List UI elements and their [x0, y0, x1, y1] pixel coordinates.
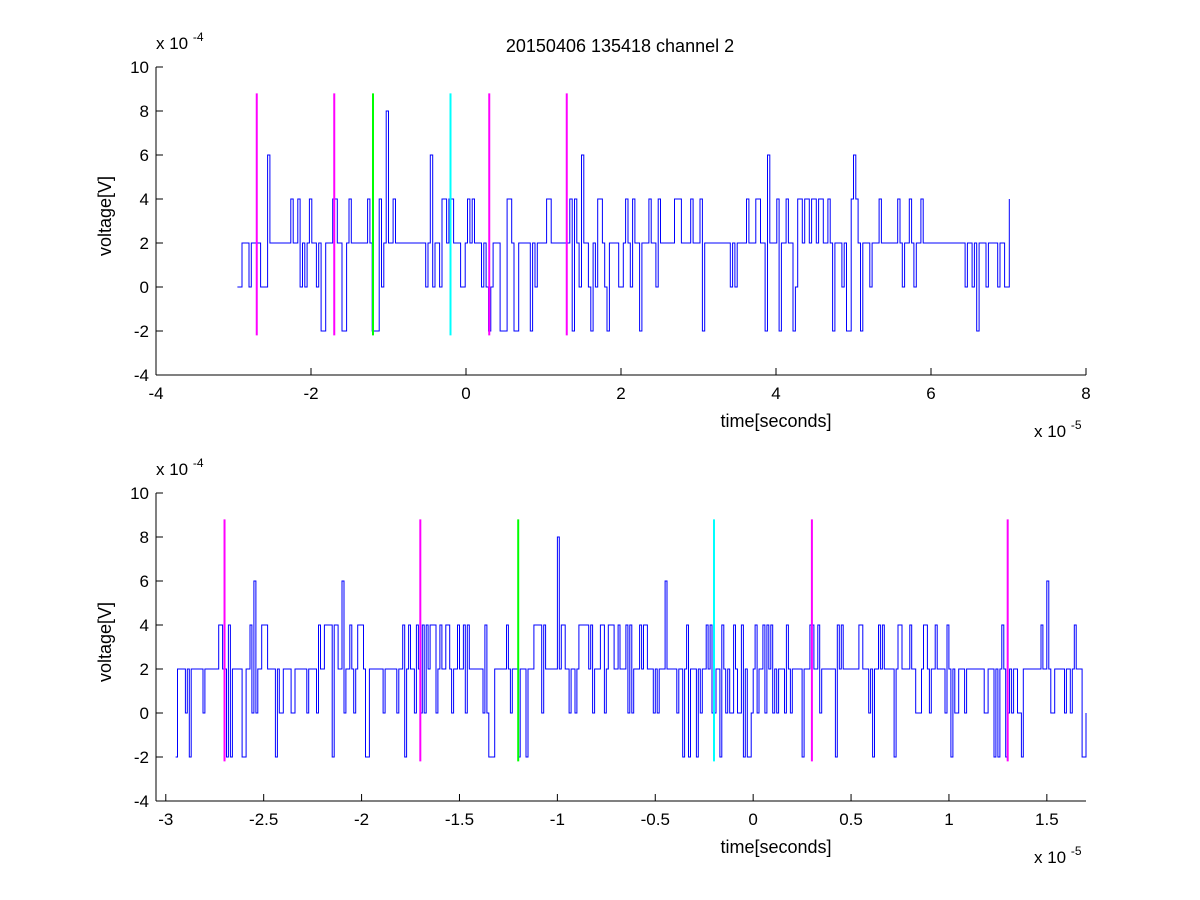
- x-tick-label: 8: [1081, 384, 1090, 403]
- y-tick-label: 0: [140, 704, 149, 723]
- figure-title: 20150406 135418 channel 2: [506, 36, 734, 56]
- y-scale-multiplier: x 10 -4: [156, 30, 204, 53]
- y-tick-label: 6: [140, 146, 149, 165]
- y-axis-label: voltage[V]: [95, 176, 115, 256]
- signal-trace: [175, 536, 1087, 758]
- x-tick-label: -0.5: [641, 810, 670, 829]
- x-tick-label: 1: [944, 810, 953, 829]
- y-tick-label: 10: [130, 58, 149, 77]
- y-tick-label: -4: [134, 366, 149, 385]
- y-tick-label: -2: [134, 322, 149, 341]
- x-tick-label: -1.5: [445, 810, 474, 829]
- y-scale-exponent: -4: [193, 30, 204, 44]
- x-scale-multiplier: x 10 -5: [1034, 844, 1082, 867]
- x-axis-label: time[seconds]: [720, 411, 831, 431]
- x-tick-label: -2: [303, 384, 318, 403]
- x-tick-label: -2: [354, 810, 369, 829]
- y-tick-label: 2: [140, 234, 149, 253]
- x-tick-label: 1.5: [1035, 810, 1059, 829]
- y-tick-label: 8: [140, 102, 149, 121]
- x-tick-label: 0.5: [839, 810, 863, 829]
- y-tick-label: 4: [140, 616, 149, 635]
- y-axis-label: voltage[V]: [95, 602, 115, 682]
- y-tick-label: 4: [140, 190, 149, 209]
- x-tick-label: -1: [550, 810, 565, 829]
- x-scale-exponent: -5: [1071, 418, 1082, 432]
- x-scale-multiplier: x 10 -5: [1034, 418, 1082, 441]
- x-tick-label: -3: [158, 810, 173, 829]
- bottom-plot: -3 -2.5 -2 -1.5 -1 -0.5 0 0.5 1 1.5 -4 -2 0 2 4 6 8 10 x 1…: [95, 456, 1087, 867]
- y-tick-label: 0: [140, 278, 149, 297]
- x-tick-label: -4: [148, 384, 163, 403]
- x-axis-label: time[seconds]: [720, 837, 831, 857]
- x-tick-label: 0: [748, 810, 757, 829]
- y-tick-label: 10: [130, 484, 149, 503]
- y-tick-label: 8: [140, 528, 149, 547]
- x-tick-label: 2: [616, 384, 625, 403]
- y-tick-label: 2: [140, 660, 149, 679]
- x-tick-label: 6: [926, 384, 935, 403]
- x-tick-label: 4: [771, 384, 780, 403]
- y-scale-multiplier: x 10 -4: [156, 456, 204, 479]
- x-tick-label: 0: [461, 384, 470, 403]
- y-scale-exponent: -4: [193, 456, 204, 470]
- x-scale-exponent: -5: [1071, 844, 1082, 858]
- y-tick-label: -4: [134, 792, 149, 811]
- top-plot: -4 -2 0 2 4 6 8 -4 -2 0 2 4 6 8 10 x 10 -4 x 10 -5 time[s…: [95, 30, 1091, 441]
- signal-trace: [237, 110, 1010, 332]
- y-tick-label: -2: [134, 748, 149, 767]
- y-tick-label: 6: [140, 572, 149, 591]
- x-tick-label: -2.5: [249, 810, 278, 829]
